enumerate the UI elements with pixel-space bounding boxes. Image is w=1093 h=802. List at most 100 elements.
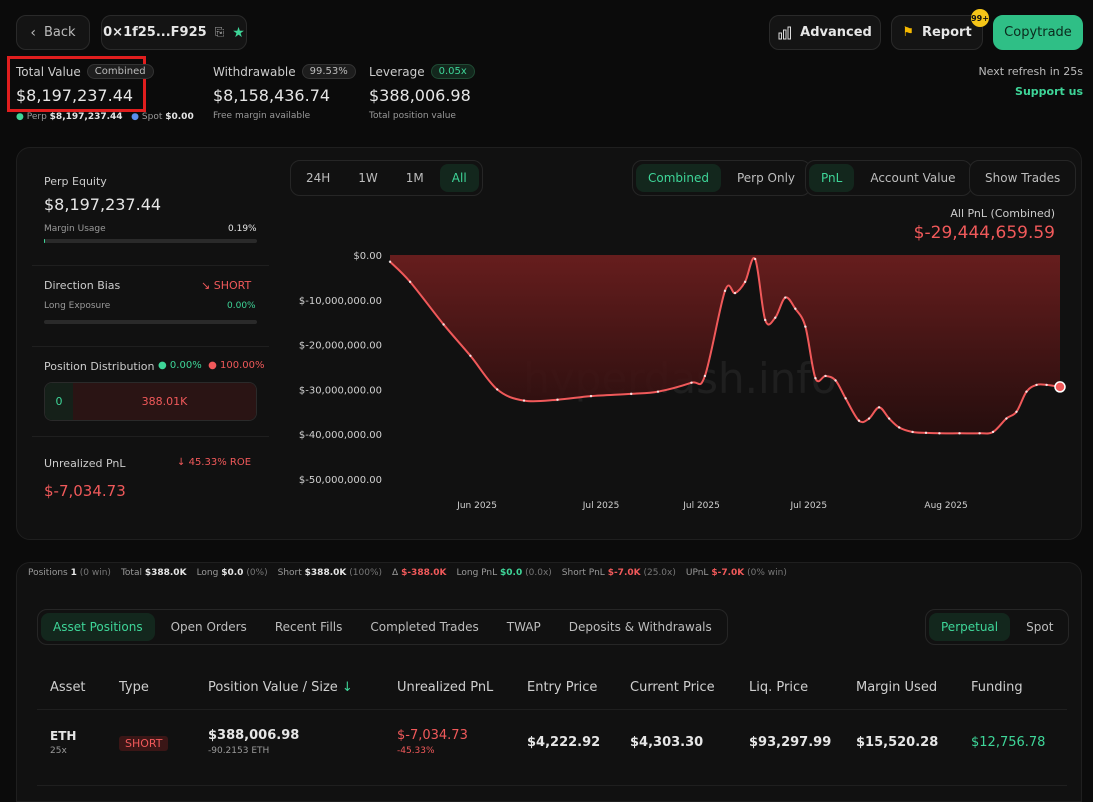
total-value-block: Total Value Combined $8,197,237.44 [16, 64, 154, 105]
metric-pnl[interactable]: PnL [809, 164, 855, 192]
leverage-label: Leverage [369, 64, 425, 79]
tab-recent-fills[interactable]: Recent Fills [274, 620, 343, 634]
data-point [1035, 383, 1038, 387]
data-point [911, 430, 914, 434]
show-trades-button[interactable]: Show Trades [969, 160, 1077, 196]
dist-short-segment: 388.01K [73, 383, 256, 420]
tab-twap[interactable]: TWAP [506, 620, 541, 634]
report-label: Report [921, 25, 972, 40]
withdrawable-block: Withdrawable 99.53% $8,158,436.74 Free m… [213, 64, 356, 121]
withdrawable-label: Withdrawable [213, 64, 296, 79]
x-tick-label: Jul 2025 [682, 501, 720, 511]
long-exposure-bar [44, 320, 257, 324]
metric-selector: PnL Account Value [805, 160, 972, 196]
data-point [887, 417, 891, 420]
back-button[interactable]: ‹ Back [16, 15, 90, 50]
data-point [794, 307, 797, 310]
data-point [703, 374, 707, 378]
data-point [1005, 417, 1008, 420]
data-point [784, 296, 787, 299]
data-point [844, 397, 847, 400]
table-header: Asset Type Position Value / Size ↓ Unrea… [0, 680, 1093, 696]
pnl-chart[interactable]: hyperdash.info $0.00$-10,000,000.00$-20,… [290, 245, 1070, 515]
unrealized-pnl-label: Unrealized PnL [44, 457, 126, 470]
stat-item: Long $0.0 (0%) [196, 568, 268, 578]
tab-asset-positions[interactable]: Asset Positions [41, 613, 155, 641]
data-point [522, 399, 526, 402]
table-row[interactable]: ETH 25x SHORT $388,006.98 -90.2153 ETH $… [0, 725, 1093, 765]
copytrade-label: Copytrade [1004, 25, 1072, 40]
mode-perp-only[interactable]: Perp Only [736, 171, 796, 185]
y-tick-label: $-40,000,000.00 [299, 430, 382, 441]
col-entry-price[interactable]: Entry Price [527, 680, 598, 695]
x-tick-label: Jul 2025 [582, 501, 620, 511]
data-point [877, 406, 881, 409]
time-range-selector: 24H 1W 1M All [290, 160, 483, 196]
wallet-address-chip[interactable]: 0×1f25...F925 ⎘ ★ [101, 15, 247, 50]
advanced-button[interactable]: Advanced [769, 15, 881, 50]
position-dist-legend: ● 0.00% ● 100.00% [158, 360, 265, 371]
range-1w[interactable]: 1W [358, 171, 378, 185]
current-value-marker [1054, 381, 1066, 393]
market-perpetual[interactable]: Perpetual [929, 613, 1011, 641]
data-point [388, 260, 392, 263]
tab-completed-trades[interactable]: Completed Trades [370, 620, 479, 634]
data-point [857, 419, 861, 422]
col-position-value[interactable]: Position Value / Size ↓ [208, 680, 353, 695]
data-point [924, 431, 928, 435]
support-link[interactable]: Support us [1015, 85, 1083, 98]
stats-bar: Positions 1 (0 win) Total $388.0K Long $0.… [28, 568, 787, 578]
tab-deposits-withdrawals[interactable]: Deposits & Withdrawals [568, 620, 712, 634]
col-liq-price[interactable]: Liq. Price [749, 680, 809, 695]
stat-item: Short $388.0K (100%) [277, 568, 383, 578]
data-point [814, 377, 817, 380]
sort-down-icon: ↓ [341, 680, 353, 695]
data-point [469, 354, 472, 357]
trend-down-icon: ↘ [201, 279, 211, 292]
unrealized-pnl-value: $-7,034.73 [44, 482, 126, 500]
col-margin-used[interactable]: Margin Used [856, 680, 938, 695]
back-label: Back [44, 25, 76, 40]
col-asset[interactable]: Asset [50, 680, 86, 695]
col-current-price[interactable]: Current Price [630, 680, 715, 695]
row-leverage: 25x [50, 746, 67, 756]
col-unrealized-pnl[interactable]: Unrealized PnL [397, 680, 494, 695]
total-value-label: Total Value [16, 64, 81, 79]
report-button[interactable]: ⚑ Report [891, 15, 983, 50]
col-funding[interactable]: Funding [971, 680, 1023, 695]
col-type[interactable]: Type [119, 680, 149, 695]
data-point [1025, 390, 1028, 393]
divider [32, 265, 269, 266]
x-tick-label: Aug 2025 [924, 501, 967, 511]
row-type-badge: SHORT [119, 736, 169, 751]
total-value-highlight [7, 56, 146, 112]
metric-account-value[interactable]: Account Value [870, 171, 956, 185]
copy-icon[interactable]: ⎘ [214, 25, 225, 39]
perp-equity-label: Perp Equity [44, 175, 107, 188]
divider [32, 436, 269, 437]
y-tick-label: $0.00 [353, 251, 382, 262]
stat-item: Total $388.0K [120, 568, 187, 578]
total-value-tag: Combined [86, 64, 154, 79]
leverage-block: Leverage 0.05x $388,006.98 Total positio… [369, 64, 475, 121]
market-selector: Perpetual Spot [925, 609, 1070, 645]
x-tick-label: Jun 2025 [456, 501, 497, 511]
copytrade-button[interactable]: Copytrade [993, 15, 1083, 50]
mode-combined[interactable]: Combined [636, 164, 721, 192]
row-position-value: $388,006.98 [208, 728, 300, 743]
market-spot[interactable]: Spot [1026, 620, 1054, 634]
range-all[interactable]: All [439, 164, 479, 192]
data-point [496, 388, 499, 391]
data-point [408, 280, 412, 284]
dist-long-segment: 0 [45, 383, 73, 420]
margin-usage-value: 0.19% [228, 224, 257, 234]
stat-item: Positions 1 (0 win) [28, 568, 111, 578]
tab-open-orders[interactable]: Open Orders [170, 620, 247, 634]
leverage-tag: 0.05x [430, 64, 475, 79]
star-icon[interactable]: ★ [232, 24, 245, 41]
refresh-timer: Next refresh in 25s [978, 65, 1083, 78]
margin-usage-bar [44, 239, 257, 243]
leverage-sub: Total position value [369, 111, 456, 121]
range-1m[interactable]: 1M [405, 171, 424, 185]
range-24h[interactable]: 24H [306, 171, 331, 185]
